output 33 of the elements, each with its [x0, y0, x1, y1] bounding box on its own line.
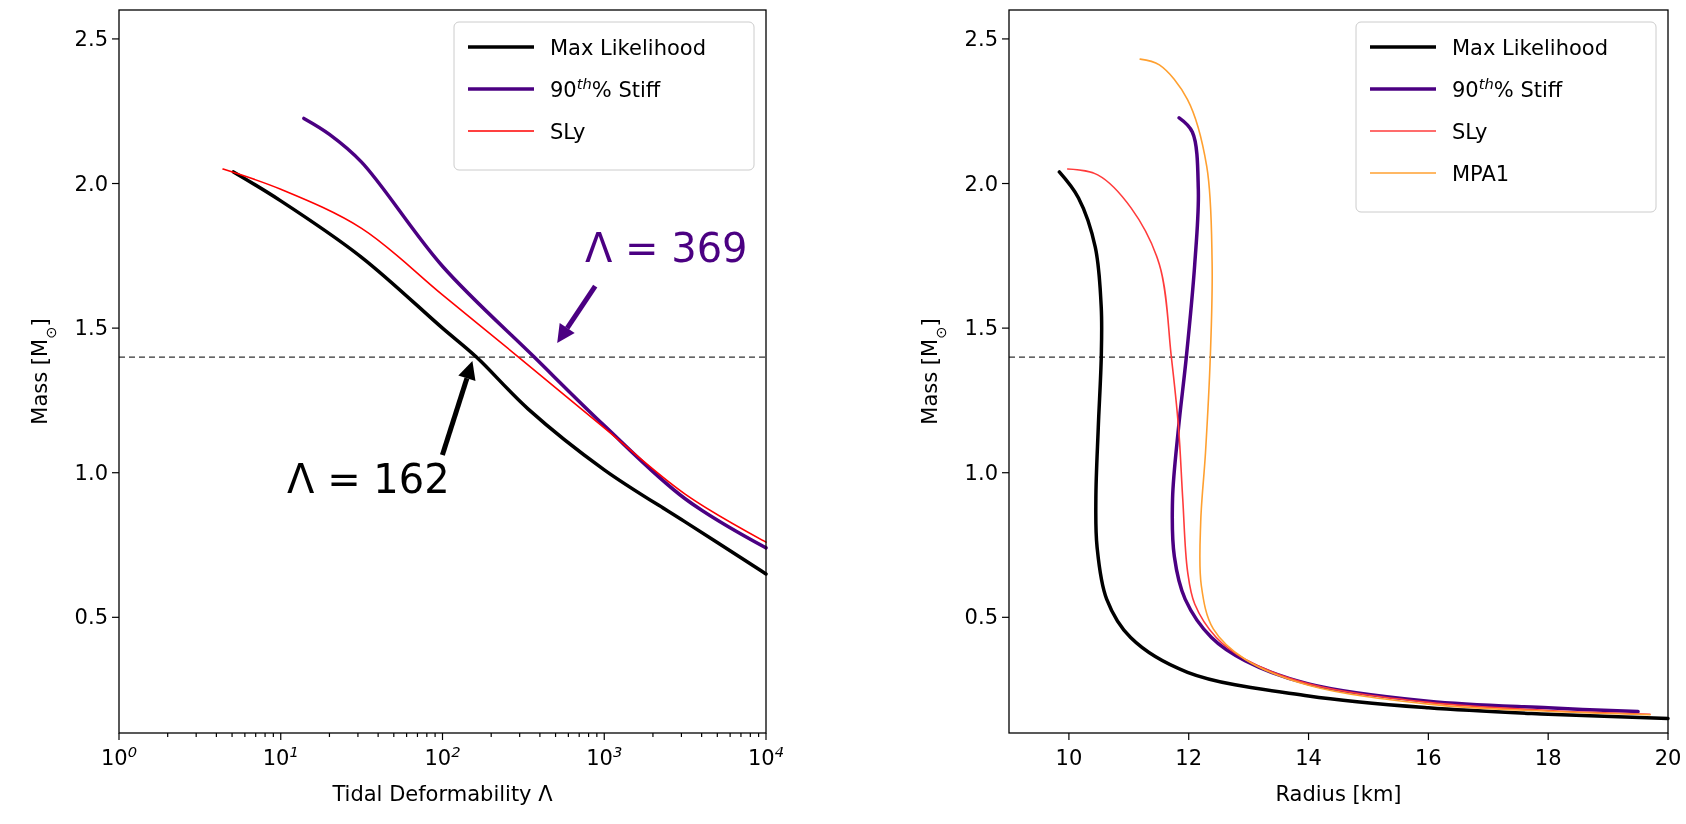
y-tick-label: 1.5: [74, 316, 108, 341]
x-axis-title: Tidal Deformability Λ: [331, 782, 554, 806]
x-axis-title: Radius [km]: [1275, 782, 1402, 806]
y-tick-label: 2.0: [74, 171, 108, 196]
x-tick-label: 10$^{1}$: [262, 742, 299, 770]
x-tick-label: 18: [1534, 746, 1562, 770]
y-tick-label: 1.5: [964, 316, 998, 341]
y-tick-label: 1.0: [964, 460, 998, 485]
y-tick-label: 2.5: [964, 26, 998, 51]
annotation: Λ = 162: [287, 456, 450, 503]
y-tick-label: 1.0: [74, 460, 108, 485]
annotation: Λ = 369: [584, 225, 748, 272]
x-tick-label: 20: [1654, 746, 1682, 770]
legend-label: MPA1: [1452, 162, 1510, 186]
legend-label: 90$^{th}$% Stiff: [1452, 74, 1563, 102]
legend-label: 90$^{th}$% Stiff: [550, 74, 661, 102]
legend-label: SLy: [550, 120, 586, 144]
x-tick-label: 10$^{0}$: [100, 742, 138, 770]
y-tick-label: 0.5: [964, 605, 998, 630]
x-tick-label: 10$^{4}$: [747, 742, 785, 770]
x-tick-label: 10: [1055, 746, 1083, 770]
legend-label: SLy: [1452, 120, 1488, 144]
y-tick-label: 2.0: [964, 171, 998, 196]
legend-label: Max Likelihood: [1452, 36, 1608, 60]
x-tick-label: 16: [1415, 746, 1442, 770]
x-tick-label: 10$^{2}$: [424, 742, 461, 770]
x-tick-label: 12: [1175, 746, 1203, 770]
x-tick-label: 14: [1295, 746, 1322, 770]
line-series: [1139, 58, 1651, 716]
x-tick-label: 10$^{3}$: [586, 742, 623, 770]
y-tick-label: 2.5: [74, 26, 108, 51]
legend-label: Max Likelihood: [550, 36, 706, 60]
y-tick-label: 0.5: [74, 605, 108, 630]
